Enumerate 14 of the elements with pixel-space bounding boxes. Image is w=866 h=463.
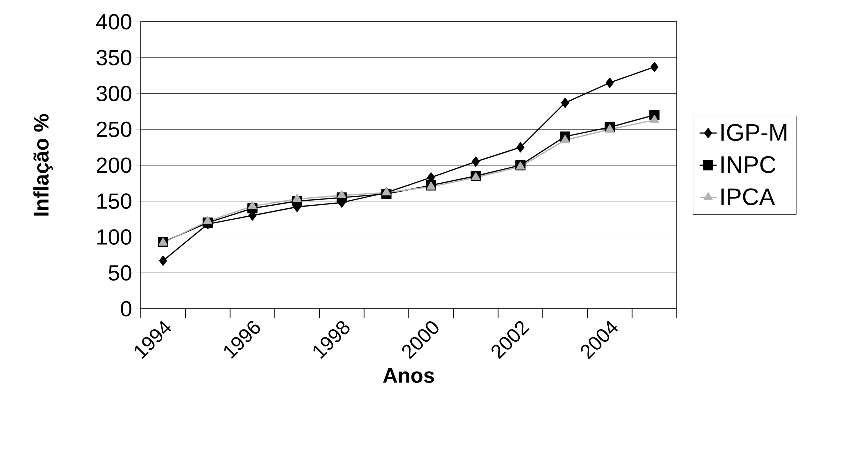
x-axis-title: Anos — [383, 368, 434, 384]
y-axis-title: Inflação % — [34, 114, 54, 216]
y-tick-label: 300 — [96, 86, 132, 102]
y-tick-label: 50 — [108, 265, 132, 281]
y-tick-label: 0 — [121, 301, 132, 317]
y-tick-label: 400 — [96, 14, 132, 30]
legend-label: IGP-M — [722, 124, 787, 142]
y-tick-label: 350 — [96, 50, 132, 66]
legend-label: IPCA — [722, 188, 776, 206]
legend-label: INPC — [722, 156, 776, 174]
y-tick-label: 100 — [98, 229, 132, 246]
y-tick-label: 200 — [97, 158, 132, 174]
y-tick-label: 250 — [97, 122, 132, 138]
y-tick-label: 150 — [98, 194, 132, 210]
